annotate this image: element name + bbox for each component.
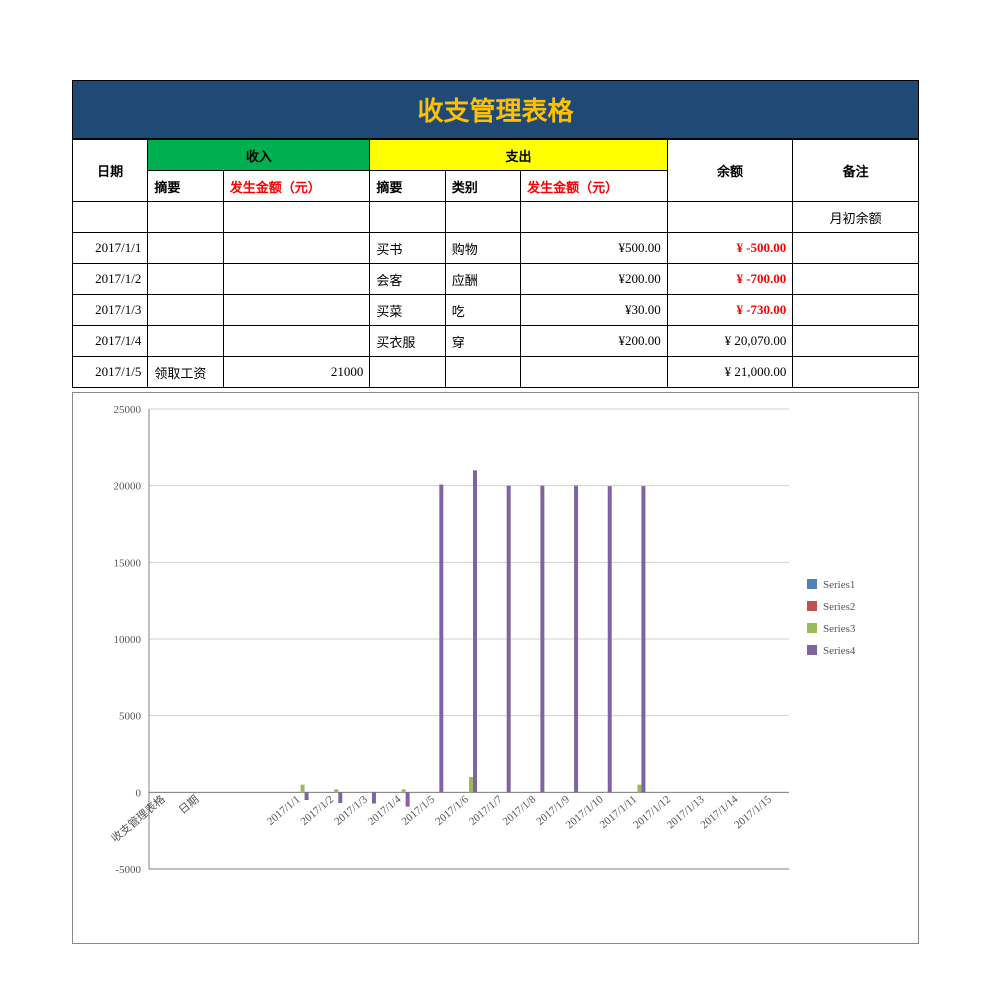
svg-text:日期: 日期 xyxy=(176,793,201,817)
bar-chart: -5000 0 5000 10000 15000 20000 25000 收支管理表格日期 20… xyxy=(79,399,926,929)
hdr-expense: 支出 xyxy=(370,140,667,171)
table-row: 2017/1/1买书购物¥500.00¥ -500.00 xyxy=(73,233,919,264)
hdr-income: 收入 xyxy=(148,140,370,171)
hdr-date: 日期 xyxy=(73,140,148,202)
page-title: 收支管理表格 xyxy=(72,80,919,139)
svg-text:2017/1/1: 2017/1/1 xyxy=(265,793,303,827)
svg-text:20000: 20000 xyxy=(114,481,142,493)
svg-text:Series1: Series1 xyxy=(823,579,855,591)
hdr-ex-amount: 发生金额（元） xyxy=(521,171,668,202)
hdr-ex-summary: 摘要 xyxy=(370,171,445,202)
table-row: 2017/1/5领取工资21000¥ 21,000.00 xyxy=(73,357,919,388)
initial-remark: 月初余额 xyxy=(793,202,919,233)
svg-text:-5000: -5000 xyxy=(115,864,141,876)
svg-text:0: 0 xyxy=(136,787,142,799)
hdr-balance: 余额 xyxy=(667,140,793,202)
hdr-ex-category: 类别 xyxy=(445,171,520,202)
chart-container: -5000 0 5000 10000 15000 20000 25000 收支管理表格日期 20… xyxy=(72,392,919,944)
svg-text:2017/1/2: 2017/1/2 xyxy=(299,793,337,827)
svg-text:2017/1/5: 2017/1/5 xyxy=(400,793,438,828)
table-row: 2017/1/3买菜吃¥30.00¥ -730.00 xyxy=(73,295,919,326)
svg-text:2017/1/3: 2017/1/3 xyxy=(332,793,370,828)
svg-text:2017/1/4: 2017/1/4 xyxy=(366,793,404,828)
hdr-remark: 备注 xyxy=(793,140,919,202)
svg-text:25000: 25000 xyxy=(114,404,142,416)
hdr-in-summary: 摘要 xyxy=(148,171,223,202)
hdr-in-amount: 发生金额（元） xyxy=(223,171,370,202)
svg-text:10000: 10000 xyxy=(114,634,142,646)
svg-text:2017/1/8: 2017/1/8 xyxy=(501,793,539,828)
svg-text:Series3: Series3 xyxy=(823,623,856,635)
svg-text:Series4: Series4 xyxy=(823,645,856,657)
svg-text:2017/1/15: 2017/1/15 xyxy=(732,793,774,831)
svg-text:5000: 5000 xyxy=(119,711,142,723)
svg-text:收支管理表格: 收支管理表格 xyxy=(108,792,168,845)
svg-text:15000: 15000 xyxy=(114,557,142,569)
svg-text:2017/1/6: 2017/1/6 xyxy=(433,793,471,828)
table-row: 月初余额 xyxy=(73,202,919,233)
table-row: 2017/1/4买衣服穿¥200.00¥ 20,070.00 xyxy=(73,326,919,357)
svg-text:Series2: Series2 xyxy=(823,601,855,613)
table-row: 2017/1/2会客应酬¥200.00¥ -700.00 xyxy=(73,264,919,295)
svg-text:2017/1/7: 2017/1/7 xyxy=(467,793,505,828)
ledger-table: 日期 收入 支出 余额 备注 摘要 发生金额（元） 摘要 类别 发生金额（元） … xyxy=(72,139,919,388)
